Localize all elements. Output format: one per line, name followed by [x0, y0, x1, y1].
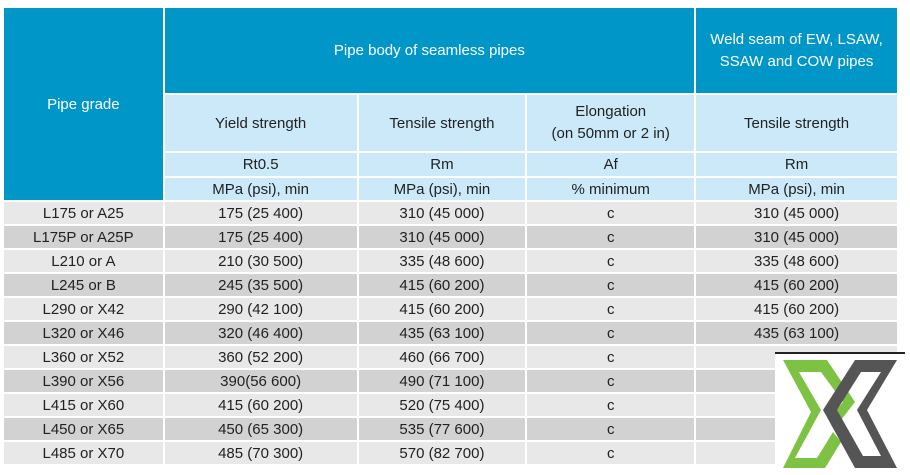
weld-tensile-cell: 310 (45 000) [696, 224, 897, 248]
table-row: L290 or X42 290 (42 100) 415 (60 200) c … [4, 296, 897, 320]
grade-cell: L175P or A25P [4, 224, 163, 248]
table-row: L450 or X65 450 (65 300) 535 (77 600) c … [4, 416, 897, 440]
elongation-cell: c [527, 320, 695, 344]
pipe-grade-header: Pipe grade [4, 8, 163, 200]
yield-cell: 175 (25 400) [164, 224, 357, 248]
table-row: L245 or B 245 (35 500) 415 (60 200) c 41… [4, 272, 897, 296]
table-row: L320 or X46 320 (46 400) 435 (63 100) c … [4, 320, 897, 344]
tensile-cell: 415 (60 200) [358, 296, 526, 320]
grade-cell: L175 or A25 [4, 200, 163, 224]
tensile-cell: 460 (66 700) [358, 344, 526, 368]
tensile-unit: MPa (psi), min [358, 178, 526, 200]
table-row: L210 or A 210 (30 500) 335 (48 600) c 33… [4, 248, 897, 272]
weld-tensile-cell: 335 (48 600) [696, 248, 897, 272]
weld-tensile-cell: 310 (45 000) [696, 200, 897, 224]
yield-cell: 245 (35 500) [164, 272, 357, 296]
yield-cell: 390(56 600) [164, 368, 357, 392]
table-row: L175 or A25 175 (25 400) 310 (45 000) c … [4, 200, 897, 224]
weld-tensile-strength-header: Tensile strength [696, 95, 897, 151]
yield-cell: 210 (30 500) [164, 248, 357, 272]
yield-cell: 320 (46 400) [164, 320, 357, 344]
tensile-cell: 435 (63 100) [358, 320, 526, 344]
yield-strength-header: Yield strength [164, 95, 357, 151]
table-row: L415 or X60 415 (60 200) 520 (75 400) c … [4, 392, 897, 416]
tensile-cell: 520 (75 400) [358, 392, 526, 416]
seamless-group-header: Pipe body of seamless pipes [164, 8, 695, 93]
tensile-strength-header: Tensile strength [358, 95, 526, 151]
tensile-cell: 310 (45 000) [358, 224, 526, 248]
elongation-cell: c [527, 368, 695, 392]
tensile-cell: 570 (82 700) [358, 440, 526, 464]
weld-tensile-unit: MPa (psi), min [696, 178, 897, 200]
elongation-header-line2: (on 50mm or 2 in) [551, 125, 670, 142]
pipe-grade-spec-table: Pipe grade Pipe body of seamless pipes W… [2, 8, 899, 464]
weld-tensile-cell: 415 (60 200) [696, 272, 897, 296]
weld-header-line2: SSAW and COW pipes [719, 52, 874, 70]
yield-cell: 360 (52 200) [164, 344, 357, 368]
elongation-header: Elongation (on 50mm or 2 in) [527, 95, 695, 151]
table-row: L360 or X52 360 (52 200) 460 (66 700) c … [4, 344, 897, 368]
tensile-cell: 335 (48 600) [358, 248, 526, 272]
weld-header-line1: Weld seam of EW, LSAW, [710, 30, 883, 48]
elongation-cell: c [527, 392, 695, 416]
elongation-cell: c [527, 344, 695, 368]
table-row: L390 or X56 390(56 600) 490 (71 100) c 4… [4, 368, 897, 392]
weld-tensile-cell: 435 (63 100) [696, 320, 897, 344]
yield-cell: 175 (25 400) [164, 200, 357, 224]
weld-tensile-symbol: Rm [696, 153, 897, 176]
yield-cell: 415 (60 200) [164, 392, 357, 416]
tensile-cell: 310 (45 000) [358, 200, 526, 224]
elongation-cell: c [527, 224, 695, 248]
grade-cell: L290 or X42 [4, 296, 163, 320]
elongation-symbol: Af [527, 153, 695, 176]
grade-cell: L450 or X65 [4, 416, 163, 440]
tensile-cell: 490 (71 100) [358, 368, 526, 392]
grade-cell: L415 or X60 [4, 392, 163, 416]
yield-symbol: Rt0.5 [164, 153, 357, 176]
elongation-cell: c [527, 416, 695, 440]
elongation-cell: c [527, 296, 695, 320]
grade-cell: L390 or X56 [4, 368, 163, 392]
yield-unit: MPa (psi), min [164, 178, 357, 200]
yield-cell: 485 (70 300) [164, 440, 357, 464]
weld-group-header: Weld seam of EW, LSAW, SSAW and COW pipe… [696, 8, 897, 93]
x-logo-svg [783, 360, 897, 468]
table-row: L175P or A25P 175 (25 400) 310 (45 000) … [4, 224, 897, 248]
grade-cell: L245 or B [4, 272, 163, 296]
elongation-cell: c [527, 200, 695, 224]
tensile-symbol: Rm [358, 153, 526, 176]
table-row: L485 or X70 485 (70 300) 570 (82 700) c … [4, 440, 897, 464]
elongation-unit: % minimum [527, 178, 695, 200]
tensile-cell: 415 (60 200) [358, 272, 526, 296]
tensile-cell: 535 (77 600) [358, 416, 526, 440]
x-logo-icon [775, 352, 905, 472]
elongation-cell: c [527, 440, 695, 464]
weld-tensile-cell: 415 (60 200) [696, 296, 897, 320]
elongation-cell: c [527, 248, 695, 272]
yield-cell: 290 (42 100) [164, 296, 357, 320]
grade-cell: L210 or A [4, 248, 163, 272]
grade-cell: L320 or X46 [4, 320, 163, 344]
grade-cell: L360 or X52 [4, 344, 163, 368]
grade-cell: L485 or X70 [4, 440, 163, 464]
elongation-cell: c [527, 272, 695, 296]
elongation-header-line1: Elongation [575, 103, 647, 120]
yield-cell: 450 (65 300) [164, 416, 357, 440]
